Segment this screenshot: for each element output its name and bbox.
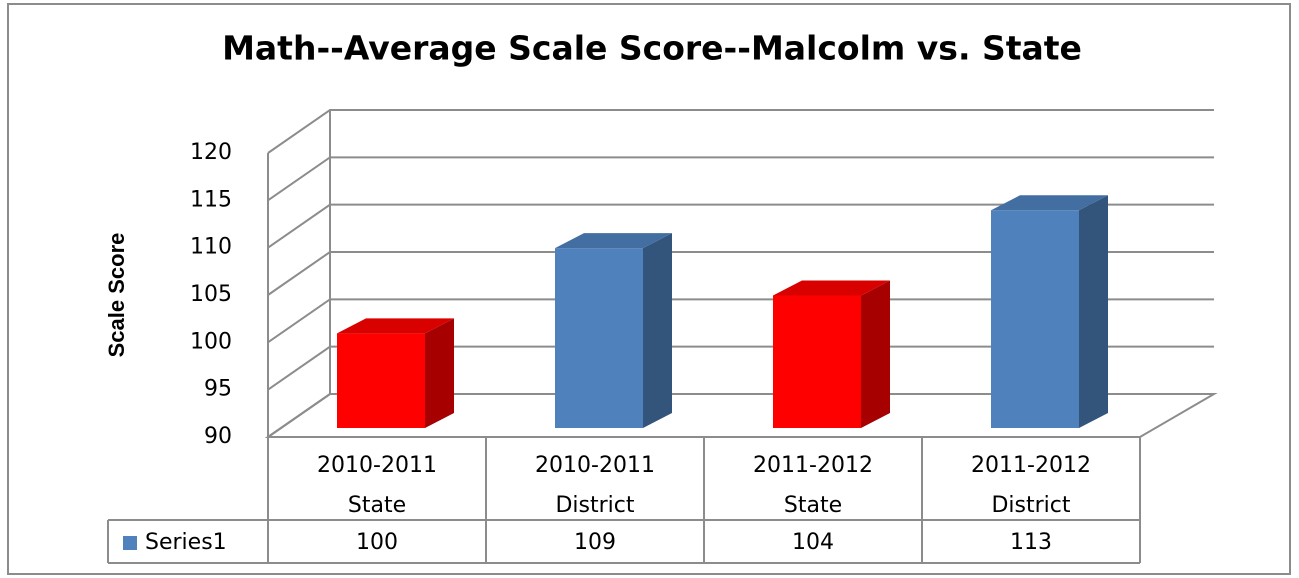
bar-front bbox=[991, 210, 1079, 428]
legend-key bbox=[123, 536, 137, 550]
y-tick-label: 100 bbox=[190, 329, 232, 354]
y-tick-label: 120 bbox=[190, 140, 232, 165]
y-tick-label: 115 bbox=[190, 187, 232, 212]
bar-top bbox=[773, 280, 890, 296]
x-tick-label: 2011-2012 bbox=[753, 453, 873, 478]
grid-line bbox=[267, 345, 1214, 391]
x-tick-label: 2011-2012 bbox=[971, 453, 1091, 478]
grid-line bbox=[267, 298, 1214, 344]
data-table-value: 104 bbox=[792, 530, 834, 555]
bar-side bbox=[861, 280, 890, 428]
chart-title: Math--Average Scale Score--Malcolm vs. S… bbox=[222, 29, 1082, 68]
y-tick-label: 95 bbox=[204, 377, 232, 402]
data-table-value: 109 bbox=[574, 530, 616, 555]
grid-line bbox=[267, 109, 1214, 154]
grid-line bbox=[267, 156, 1214, 202]
bar-top bbox=[991, 195, 1108, 211]
x-tick-label: District bbox=[991, 493, 1070, 518]
bar-top bbox=[555, 233, 672, 249]
bar-front bbox=[555, 248, 643, 428]
bar-front bbox=[337, 333, 425, 428]
x-tick-label: State bbox=[784, 493, 842, 518]
grid-line bbox=[267, 203, 1214, 249]
y-tick-label: 90 bbox=[204, 424, 232, 449]
y-tick-label: 105 bbox=[190, 282, 232, 307]
bar-side bbox=[643, 233, 672, 428]
x-tick-label: 2010-2011 bbox=[535, 453, 655, 478]
grid-line bbox=[267, 393, 1214, 438]
legend-label: Series1 bbox=[145, 530, 227, 555]
x-tick-label: State bbox=[348, 493, 406, 518]
bar-front bbox=[773, 295, 861, 428]
bar-side bbox=[1079, 195, 1108, 428]
y-axis-label: Scale Score bbox=[104, 233, 129, 358]
bar-side bbox=[425, 318, 454, 428]
x-tick-label: 2010-2011 bbox=[317, 453, 437, 478]
grid-line bbox=[267, 251, 1214, 296]
y-tick-label: 110 bbox=[190, 235, 232, 260]
x-tick-label: District bbox=[555, 493, 634, 518]
data-table-value: 113 bbox=[1010, 530, 1052, 555]
data-table-value: 100 bbox=[356, 530, 398, 555]
bar-top bbox=[337, 318, 454, 334]
